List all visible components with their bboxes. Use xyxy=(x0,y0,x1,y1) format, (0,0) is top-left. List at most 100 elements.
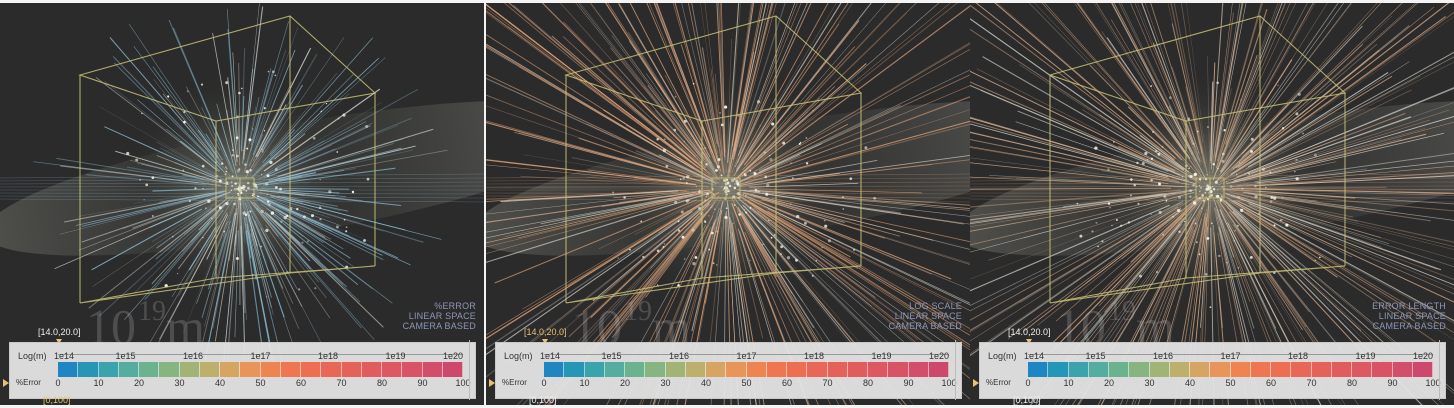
error-tick-label: 70 xyxy=(1306,378,1317,388)
color-swatch xyxy=(928,362,949,377)
color-legend[interactable]: Log(m) %Error 1e14 1e15 1e16 1e17 1e18 1e19 1e20… xyxy=(489,342,962,399)
error-tick-label: 50 xyxy=(1225,378,1236,388)
color-swatch xyxy=(321,362,342,377)
color-swatch xyxy=(787,362,808,377)
color-swatch xyxy=(706,362,727,377)
log-tick-label: 1e18 xyxy=(803,351,825,361)
error-color-ramp[interactable] xyxy=(1028,362,1433,377)
log-scale-label: Log(m) xyxy=(18,351,47,361)
range-slider-handle[interactable] xyxy=(56,339,62,344)
log-range-label: [14.0,20.0] xyxy=(38,327,81,337)
color-swatch xyxy=(341,362,362,377)
error-tick-label: 100 xyxy=(941,378,957,388)
error-tick-label: 40 xyxy=(700,378,712,388)
log-range-label: [14.0,20.0] xyxy=(1008,327,1051,337)
error-tick-label: 70 xyxy=(336,378,347,388)
starfield-scene[interactable] xyxy=(970,3,1454,405)
error-range-label: [0,100] xyxy=(43,395,71,405)
mode-line: LINEAR SPACE xyxy=(894,311,962,321)
color-swatch xyxy=(402,362,423,377)
color-swatch xyxy=(868,362,889,377)
starfield-scene[interactable] xyxy=(0,3,484,405)
mode-line: CAMERA BASED xyxy=(1372,321,1446,331)
color-swatch xyxy=(118,362,139,377)
star-points xyxy=(1076,79,1321,309)
starfield-scene[interactable] xyxy=(486,3,970,405)
visualization-panel-blue[interactable]: %ERROR LINEAR SPACE CAMERA BASED 1019m [14.0… xyxy=(0,3,484,405)
color-swatch xyxy=(746,362,767,377)
legend-toggle-arrow-icon[interactable] xyxy=(489,379,495,387)
error-tick-label: 40 xyxy=(1184,378,1196,388)
legend-toggle-arrow-icon[interactable] xyxy=(973,379,979,387)
error-tick-label: 70 xyxy=(822,378,833,388)
color-swatch xyxy=(220,362,241,377)
color-swatch xyxy=(564,362,585,377)
log-tick-label: 1e20 xyxy=(442,351,463,361)
error-tick-label: 80 xyxy=(862,378,874,388)
color-swatch xyxy=(1048,362,1069,377)
color-swatch xyxy=(1412,362,1433,377)
color-swatch xyxy=(260,362,281,377)
error-range-label: [0,100] xyxy=(1013,395,1041,405)
error-tick-label: 10 xyxy=(93,378,104,388)
color-swatch xyxy=(625,362,646,377)
log-tick-label: 1e15 xyxy=(601,351,622,361)
error-tick-label: 50 xyxy=(741,378,752,388)
error-tick-label: 0 xyxy=(541,378,547,388)
color-swatch xyxy=(908,362,929,377)
error-tick-label: 20 xyxy=(619,378,631,388)
log-scale-label: Log(m) xyxy=(988,351,1017,361)
error-scale-label: %Error xyxy=(986,378,1011,387)
error-tick-label: 40 xyxy=(214,378,226,388)
error-color-ramp[interactable] xyxy=(58,362,463,377)
color-swatch xyxy=(1149,362,1170,377)
error-tick-label: 10 xyxy=(1063,378,1074,388)
color-swatch xyxy=(544,362,565,377)
log-tick-label: 1e14 xyxy=(1023,351,1045,361)
color-swatch xyxy=(766,362,787,377)
log-tick-label: 1e17 xyxy=(736,351,757,361)
color-swatch xyxy=(422,362,443,377)
visualization-panel-length[interactable]: ERROR LENGTH LINEAR SPACE CAMERA BASED 10 19… xyxy=(970,3,1454,405)
range-slider-handle[interactable] xyxy=(542,339,548,344)
log-tick-label: 1e20 xyxy=(1412,351,1433,361)
log-axis-line xyxy=(1028,354,1433,355)
mode-line: CAMERA BASED xyxy=(888,321,962,331)
color-legend[interactable]: Log(m) %Error 1e14 1e15 1e16 1e17 1e18 1e19 1e20… xyxy=(3,342,476,399)
range-slider-handle[interactable] xyxy=(1026,339,1032,344)
color-swatch xyxy=(726,362,747,377)
legend-end-marker xyxy=(955,340,956,400)
log-tick-label: 1e16 xyxy=(668,351,690,361)
bounding-cube xyxy=(78,15,377,304)
error-tick-label: 30 xyxy=(174,378,185,388)
color-swatch xyxy=(847,362,868,377)
color-swatch xyxy=(1392,362,1413,377)
error-tick-label: 10 xyxy=(579,378,590,388)
error-rays xyxy=(0,3,484,392)
color-swatch xyxy=(382,362,403,377)
color-swatch xyxy=(665,362,686,377)
error-tick-label: 60 xyxy=(781,378,793,388)
visualization-panel-orange[interactable]: LOG SCALE LINEAR SPACE CAMERA BASED 1019m [1… xyxy=(486,3,970,405)
log-axis-line xyxy=(58,354,463,355)
error-tick-label: 100 xyxy=(455,378,471,388)
error-tick-label: 80 xyxy=(1346,378,1358,388)
bounding-cube xyxy=(1048,15,1347,304)
log-tick-label: 1e18 xyxy=(1287,351,1309,361)
color-swatch xyxy=(1028,362,1049,377)
color-legend[interactable]: Log(m) %Error 1e14 1e15 1e16 1e17 1e18 1e19 1e20… xyxy=(973,342,1446,399)
legend-toggle-arrow-icon[interactable] xyxy=(3,379,9,387)
error-scale-label: %Error xyxy=(16,378,41,387)
color-swatch xyxy=(685,362,706,377)
log-tick-label: 1e20 xyxy=(928,351,949,361)
error-color-ramp[interactable] xyxy=(544,362,949,377)
color-swatch xyxy=(1271,362,1292,377)
error-tick-label: 0 xyxy=(1025,378,1031,388)
error-tick-label: 60 xyxy=(1265,378,1277,388)
log-tick-label: 1e16 xyxy=(1152,351,1174,361)
color-swatch xyxy=(1068,362,1089,377)
log-tick-label: 1e19 xyxy=(871,351,892,361)
color-swatch xyxy=(1109,362,1130,377)
color-swatch xyxy=(1250,362,1271,377)
color-swatch xyxy=(199,362,220,377)
